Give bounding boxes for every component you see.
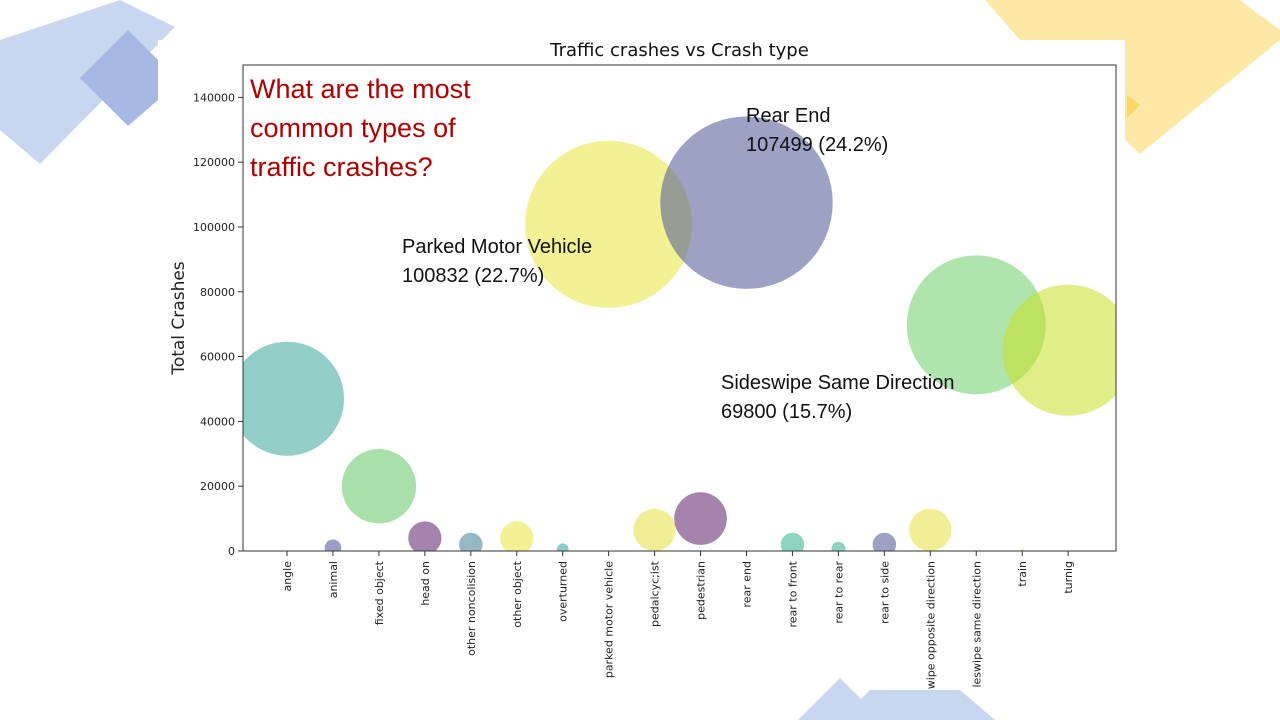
x-tick-label-4: other noncolision bbox=[465, 561, 478, 656]
plot-frame bbox=[242, 64, 1117, 552]
decor-white-block-left bbox=[158, 40, 248, 120]
bubble-angle bbox=[243, 341, 344, 456]
bubble-head-on bbox=[408, 521, 442, 551]
x-tick-label-8: pedalcyc;ist bbox=[649, 560, 662, 627]
y-tick-label-120000: 120000 bbox=[193, 156, 235, 169]
bubble-other-object bbox=[500, 521, 534, 551]
decor-yellow-diamond-small bbox=[1127, 95, 1140, 118]
question-text: What are the most common types of traffi… bbox=[250, 74, 471, 182]
decor-blue-diamond-small bbox=[80, 30, 158, 126]
x-tick-label-3: head on bbox=[419, 561, 432, 606]
bubble-animal bbox=[324, 539, 342, 551]
bubble-pedestrian bbox=[674, 492, 727, 545]
x-tick-label-15: leswipe same direction bbox=[970, 561, 983, 688]
x-tick-label-5: other object bbox=[511, 560, 524, 627]
bubble-rear-end bbox=[660, 116, 833, 289]
bubble-train bbox=[1020, 548, 1025, 551]
y-tick-label-100000: 100000 bbox=[193, 221, 235, 234]
annotation-parked-motor-vehicle: Parked Motor Vehicle 100832 (22.7%) bbox=[402, 236, 593, 287]
y-tick-label-20000: 20000 bbox=[200, 480, 235, 493]
annotation-rear-end: Rear End 107499 (24.2%) bbox=[746, 105, 889, 156]
y-tick-label-140000: 140000 bbox=[193, 91, 235, 104]
x-tick-label-14: wipe opposite direction bbox=[924, 561, 937, 689]
x-tick-label-10: rear end bbox=[741, 561, 754, 608]
x-tick-label-13: rear to side bbox=[878, 561, 891, 624]
x-tick-label-11: rear to front bbox=[786, 560, 799, 627]
annotation-sideswipe-same-direction: Sideswipe Same Direction 69800 (15.7%) bbox=[721, 372, 955, 423]
chart-title: Traffic crashes vs Crash type bbox=[549, 40, 809, 61]
decor-blue-diamond-bottom-2 bbox=[840, 690, 995, 720]
x-tick-label-7: parked motor vehicle bbox=[603, 561, 616, 678]
y-tick-label-60000: 60000 bbox=[200, 351, 235, 364]
decor-yellow-diamond-large bbox=[985, 0, 1280, 154]
x-tick-label-2: fixed object bbox=[373, 560, 386, 625]
bubble-rear-to-rear bbox=[831, 541, 846, 551]
y-tick-label-80000: 80000 bbox=[200, 286, 235, 299]
x-tick-label-1: animal bbox=[327, 561, 340, 598]
x-tick-label-16: train bbox=[1016, 561, 1029, 587]
bubble-overturned bbox=[556, 543, 569, 551]
bubble-rear-to-side bbox=[872, 532, 897, 551]
bubble-group bbox=[243, 116, 1116, 551]
y-tick-label-40000: 40000 bbox=[200, 415, 235, 428]
bubble-parked-motor-vehicle bbox=[525, 140, 693, 308]
x-tick-label-0: angle bbox=[281, 561, 294, 592]
x-tick-label-6: overturned bbox=[557, 561, 570, 622]
bubble-pedalcyc-ist bbox=[633, 508, 676, 551]
y-tick-label-0: 0 bbox=[228, 545, 235, 558]
bubble-rear-to-front bbox=[780, 532, 805, 551]
bubble-turnig bbox=[1002, 284, 1116, 416]
x-tick-label-9: pedestrian bbox=[695, 561, 708, 620]
x-tick-label-17: turnig bbox=[1062, 561, 1075, 594]
x-tick-label-12: rear to rear bbox=[832, 561, 845, 624]
y-axis-label: Total Crashes bbox=[169, 261, 189, 375]
bubble-other-noncolision bbox=[459, 532, 483, 551]
bubble-wipe-opposite-direction bbox=[909, 508, 952, 551]
bubble-fixed-object bbox=[341, 449, 417, 524]
